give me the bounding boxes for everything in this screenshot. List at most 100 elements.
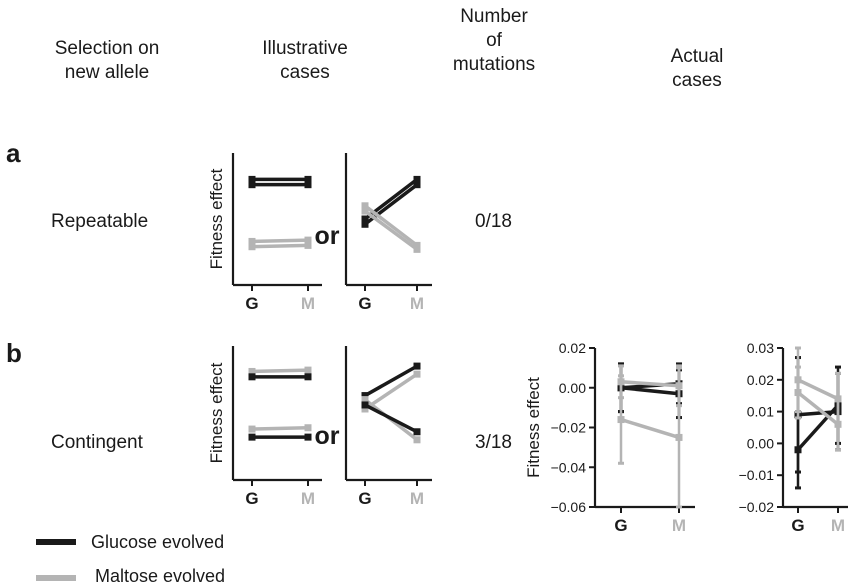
point-glucose-G [361,392,369,400]
point-maltose-G [361,405,369,413]
point-maltose-M [675,433,683,441]
row-label-contingent: Contingent [51,432,144,453]
point-maltose-G [248,367,256,375]
point-glucose-M [413,362,421,370]
panel-letter-a: a [6,138,21,168]
point-maltose-M [413,245,421,253]
panel-actual-1: G M 0.02 0.00 −0.02 −0.04 −0.06 Fitness effect [524,340,695,535]
series-line-maltose [796,391,840,426]
series-line-maltose [620,380,680,388]
x-tick-label-G: G [245,294,258,313]
header-actual-line-2: cases [672,70,722,91]
series-line-maltose [364,372,418,411]
y-tick-label: −0.01 [739,467,775,483]
x-tick-label-G: G [614,516,627,535]
x-tick-label-G: G [791,516,804,535]
header-number-line-2: of [486,30,503,51]
y-tick-label: 0.00 [747,435,774,451]
y-tick-label: 0.03 [747,340,774,356]
header-selection-line-2: new allele [65,62,150,83]
point-maltose-M [413,241,421,249]
y-tick-label: −0.04 [551,459,587,475]
point-glucose-M [304,373,312,381]
x-tick-label-G: G [358,489,371,508]
row-label-repeatable: Repeatable [51,211,148,232]
legend-label-glucose: Glucose evolved [91,532,224,552]
point-glucose-M [304,181,312,189]
point-glucose-G [361,220,369,228]
point-glucose-M [413,428,421,436]
point-glucose-G [794,446,802,454]
point-maltose-M [304,241,312,249]
x-tick-label-M: M [672,516,686,535]
y-axis-title: Fitness effect [524,377,543,478]
point-glucose-M [413,181,421,189]
series-line-glucose [796,404,840,451]
series-line-maltose [251,243,309,249]
point-maltose-G [248,237,256,245]
point-maltose-M [304,366,312,374]
panel-b-left: G M Fitness effect [207,346,322,508]
point-glucose-G [248,373,256,381]
x-tick-label-G: G [358,294,371,313]
panel-actual-2: G M 0.03 0.02 0.01 0.00 −0.01 −0.02 [739,340,848,535]
y-tick-label: 0.01 [747,404,774,420]
header-illustrative-line-2: cases [280,62,330,83]
point-glucose-M [304,175,312,183]
or-word-b: or [315,422,340,450]
header-actual-line-1: Actual [671,46,724,67]
series-line-maltose [363,209,419,251]
y-tick-label: −0.02 [551,420,587,436]
series-line-glucose [364,403,418,434]
header-illustrative-line-1: Illustrative [262,38,348,59]
point-maltose-M [413,370,421,378]
series-line-glucose [364,364,418,398]
y-axis-title: Fitness effect [207,168,226,269]
y-tick-label: 0.00 [559,380,586,396]
x-tick-label-M: M [410,489,424,508]
y-axis-title: Fitness effect [207,362,226,463]
point-maltose-G [248,243,256,251]
y-tick-label: 0.02 [747,372,774,388]
point-glucose-G [361,215,369,223]
y-tick-label: 0.02 [559,340,586,356]
point-glucose-M [304,433,312,441]
series-line-maltose [251,425,309,431]
x-tick-label-M: M [301,489,315,508]
point-maltose-G [794,389,802,397]
point-glucose-G [248,175,256,183]
point-maltose-M [413,436,421,444]
x-tick-label-M: M [410,294,424,313]
series-line-maltose [363,204,419,247]
point-maltose-G [248,425,256,433]
header-selection-line-1: Selection on [55,38,160,59]
point-maltose-G [361,202,369,210]
or-word-a: or [315,222,340,250]
point-glucose-G [248,433,256,441]
point-maltose-M [304,236,312,244]
x-tick-label-G: G [245,489,258,508]
point-glucose-G [248,181,256,189]
header-number-line-1: Number [460,6,528,27]
series-line-maltose [797,378,839,401]
y-tick-label: −0.06 [551,499,587,515]
point-maltose-M [834,420,842,428]
x-tick-label-M: M [301,294,315,313]
panel-letter-b: b [6,338,22,368]
point-maltose-G [617,416,625,424]
point-glucose-M [413,175,421,183]
y-tick-label: −0.02 [739,499,775,515]
count-repeatable: 0/18 [475,211,512,232]
header-number-line-3: mutations [453,54,535,75]
legend-label-maltose: Maltose evolved [95,566,225,584]
point-maltose-M [304,424,312,432]
series-line-maltose [251,238,309,244]
point-maltose-G [361,207,369,215]
count-contingent: 3/18 [475,432,512,453]
series-line-maltose [620,417,680,440]
series-line-maltose [251,368,309,374]
